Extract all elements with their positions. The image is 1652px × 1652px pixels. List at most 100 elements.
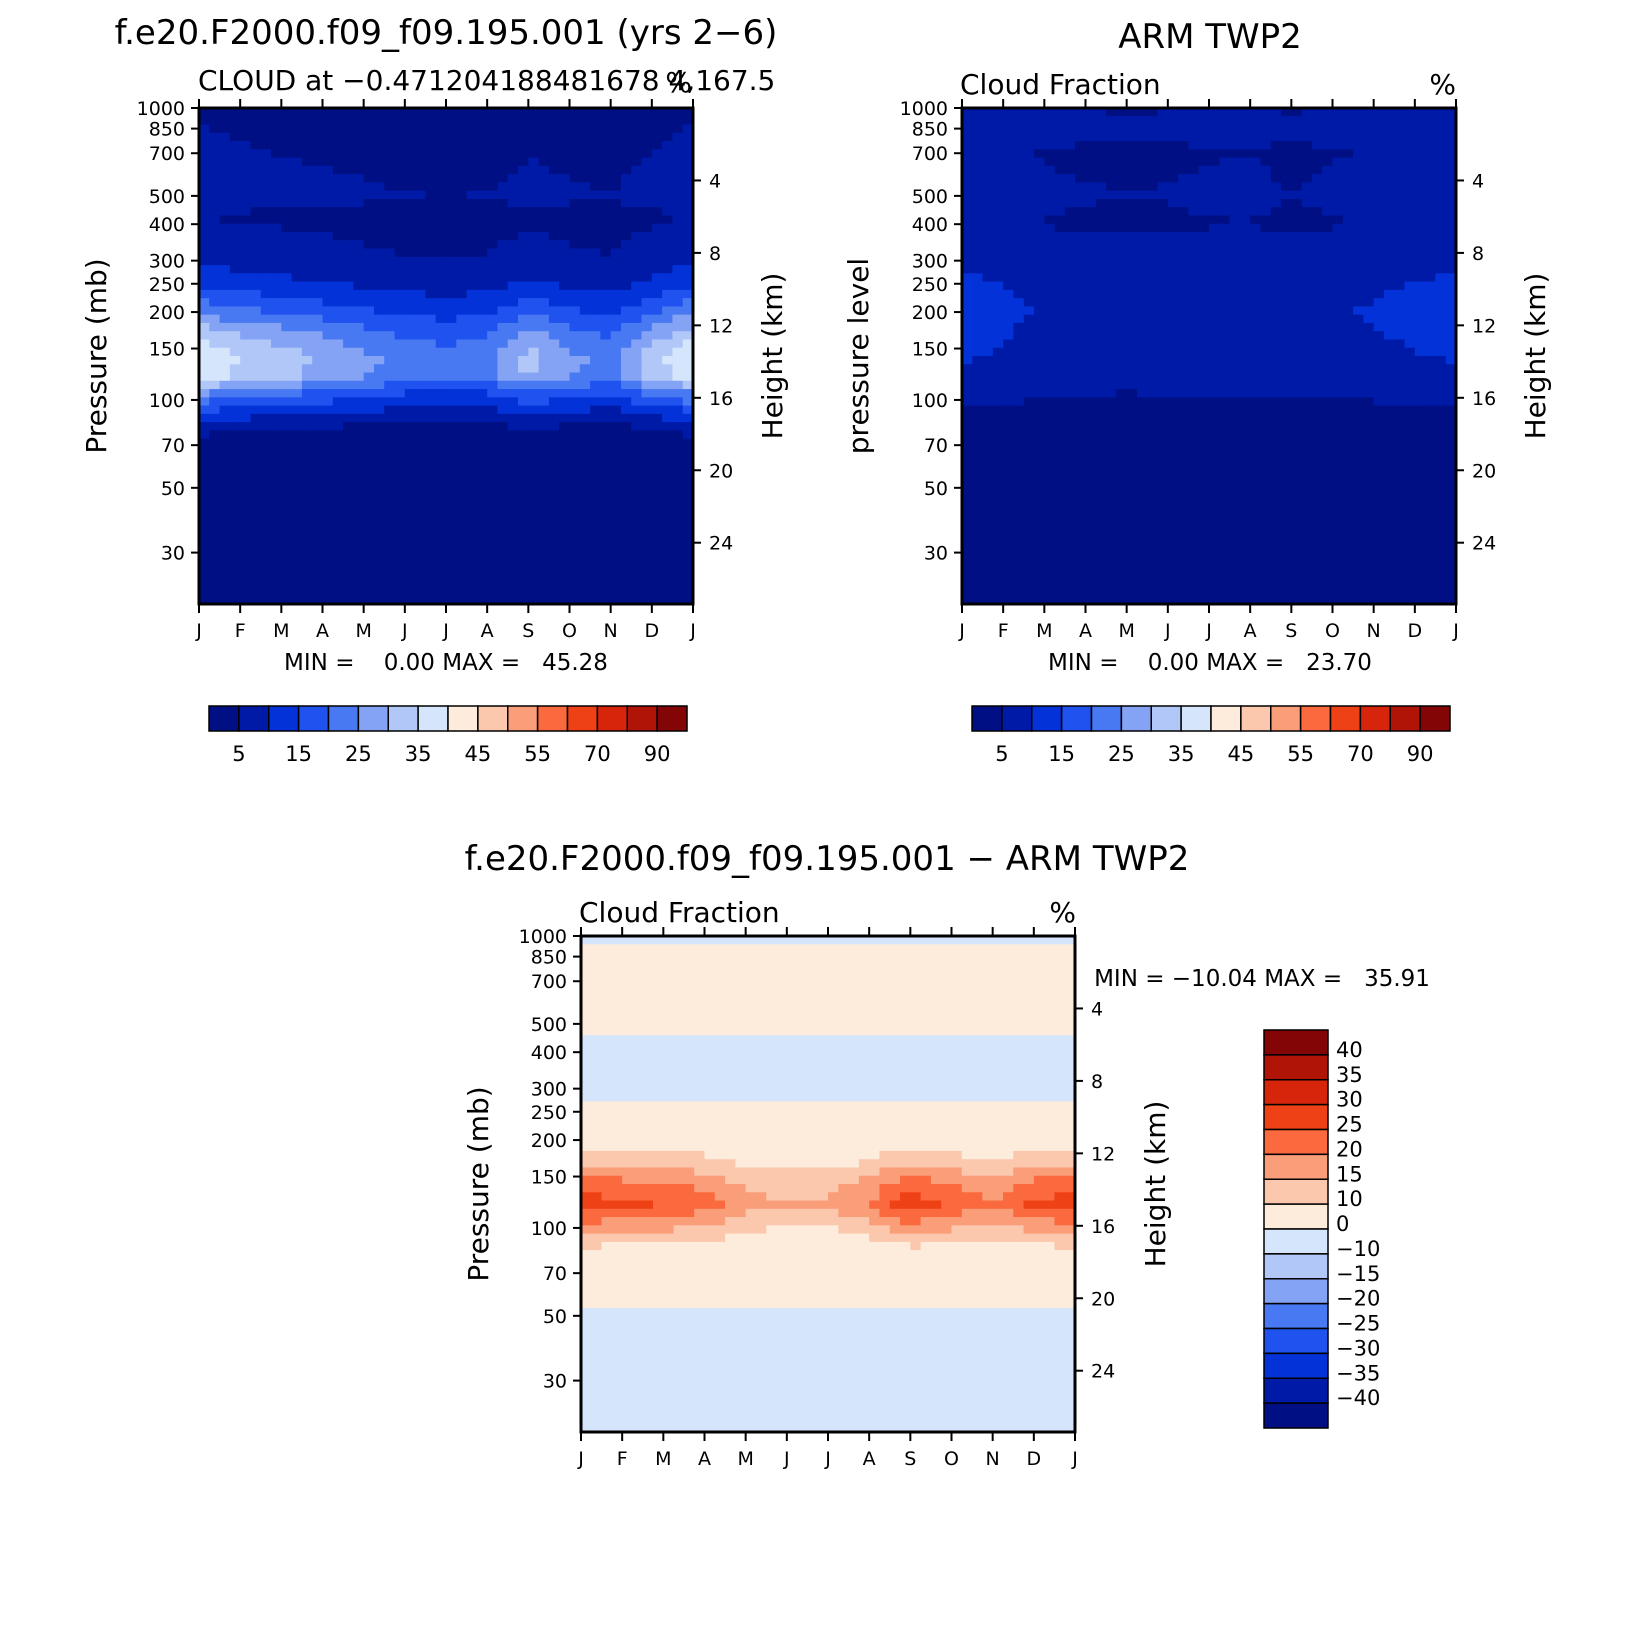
contour-cell bbox=[1239, 389, 1251, 398]
contour-cell bbox=[353, 537, 365, 547]
contour-cell bbox=[1394, 256, 1406, 266]
contour-cell bbox=[548, 281, 560, 291]
contour-cell bbox=[1023, 397, 1035, 407]
contour-cell bbox=[972, 314, 984, 324]
contour-cell bbox=[476, 413, 488, 423]
contour-cell bbox=[651, 116, 663, 126]
contour-cell bbox=[250, 397, 262, 407]
contour-cell bbox=[1353, 256, 1364, 266]
contour-cell bbox=[569, 124, 581, 134]
contour-cell bbox=[1106, 207, 1117, 217]
contour-cell bbox=[1034, 165, 1045, 175]
contour-cell bbox=[1281, 413, 1292, 423]
colorbar-swatch bbox=[507, 705, 539, 732]
contour-cell bbox=[353, 165, 365, 175]
contour-cell bbox=[1147, 116, 1159, 126]
contour-cell bbox=[425, 587, 437, 597]
contour-cell bbox=[363, 356, 375, 365]
contour-cell bbox=[250, 562, 262, 572]
contour-cell bbox=[476, 256, 488, 266]
contour-cell bbox=[446, 446, 457, 456]
contour-cell bbox=[1106, 165, 1117, 175]
contour-cell bbox=[476, 273, 488, 283]
contour-cell bbox=[507, 174, 519, 183]
contour-cell bbox=[610, 372, 622, 382]
contour-cell bbox=[1064, 430, 1076, 440]
contour-cell bbox=[1023, 430, 1035, 440]
contour-cell bbox=[312, 314, 324, 324]
contour-cell bbox=[466, 265, 478, 274]
contour-cell bbox=[435, 595, 447, 604]
contour-cell bbox=[1013, 397, 1025, 407]
contour-cell bbox=[1023, 281, 1035, 291]
contour-cell bbox=[312, 356, 324, 365]
contour-cell bbox=[662, 298, 674, 307]
contour-cell bbox=[528, 496, 540, 506]
contour-cell bbox=[219, 331, 231, 341]
contour-cell bbox=[672, 389, 684, 398]
contour-cell bbox=[332, 215, 344, 225]
contour-cell bbox=[579, 298, 591, 307]
contour-cell bbox=[373, 570, 385, 580]
contour-cell bbox=[199, 380, 210, 390]
contour-cell bbox=[579, 273, 591, 283]
contour-cell bbox=[415, 232, 427, 241]
contour-cell bbox=[1219, 413, 1231, 423]
contour-cell bbox=[301, 389, 313, 398]
contour-cell bbox=[962, 430, 973, 440]
contour-cell bbox=[384, 372, 396, 382]
contour-cell bbox=[291, 116, 303, 126]
contour-cell bbox=[1064, 422, 1076, 431]
contour-cell bbox=[497, 223, 509, 233]
contour-cell bbox=[373, 132, 385, 142]
contour-cell bbox=[548, 273, 560, 283]
contour-cell bbox=[518, 463, 529, 473]
contour-cell bbox=[962, 182, 973, 192]
contour-cell bbox=[1353, 240, 1364, 250]
contour-cell bbox=[972, 364, 984, 374]
contour-cell bbox=[1064, 298, 1076, 307]
contour-cell bbox=[415, 322, 427, 332]
contour-cell bbox=[1013, 446, 1025, 456]
contour-cell bbox=[415, 198, 427, 208]
contour-cell bbox=[1003, 380, 1015, 390]
contour-cell bbox=[476, 116, 488, 126]
contour-cell bbox=[1013, 240, 1025, 250]
contour-cell bbox=[353, 314, 365, 324]
contour-cell bbox=[518, 215, 529, 225]
contour-cell bbox=[1425, 141, 1437, 150]
contour-cell bbox=[209, 397, 221, 407]
contour-cell bbox=[343, 256, 354, 266]
contour-cell bbox=[1023, 339, 1035, 349]
contour-cell bbox=[1003, 182, 1015, 192]
contour-cell bbox=[631, 389, 643, 398]
contour-cell bbox=[672, 430, 684, 440]
contour-cell bbox=[435, 587, 447, 597]
contour-cell bbox=[1281, 430, 1292, 440]
contour-cell bbox=[1209, 108, 1220, 117]
contour-cell bbox=[199, 372, 210, 382]
contour-cell bbox=[1425, 397, 1437, 407]
contour-cell bbox=[1229, 273, 1241, 283]
contour-cell bbox=[404, 322, 416, 332]
contour-cell bbox=[1044, 149, 1056, 159]
contour-cell bbox=[1239, 174, 1251, 183]
contour-cell bbox=[651, 306, 663, 316]
contour-cell bbox=[312, 397, 324, 407]
contour-cell bbox=[363, 430, 375, 440]
contour-cell bbox=[1003, 165, 1015, 175]
contour-cell bbox=[1270, 232, 1282, 241]
contour-cell bbox=[219, 298, 231, 307]
contour-cell bbox=[394, 364, 406, 374]
contour-cell bbox=[487, 141, 499, 150]
contour-cell bbox=[1260, 446, 1272, 456]
contour-cell bbox=[518, 298, 529, 307]
contour-cell bbox=[1034, 281, 1045, 291]
contour-cell bbox=[260, 372, 272, 382]
contour-cell bbox=[518, 157, 529, 167]
contour-cell bbox=[425, 116, 437, 126]
contour-cell bbox=[466, 232, 478, 241]
contour-cell bbox=[1178, 380, 1190, 390]
contour-cell bbox=[1332, 331, 1344, 341]
contour-cell bbox=[569, 141, 581, 150]
